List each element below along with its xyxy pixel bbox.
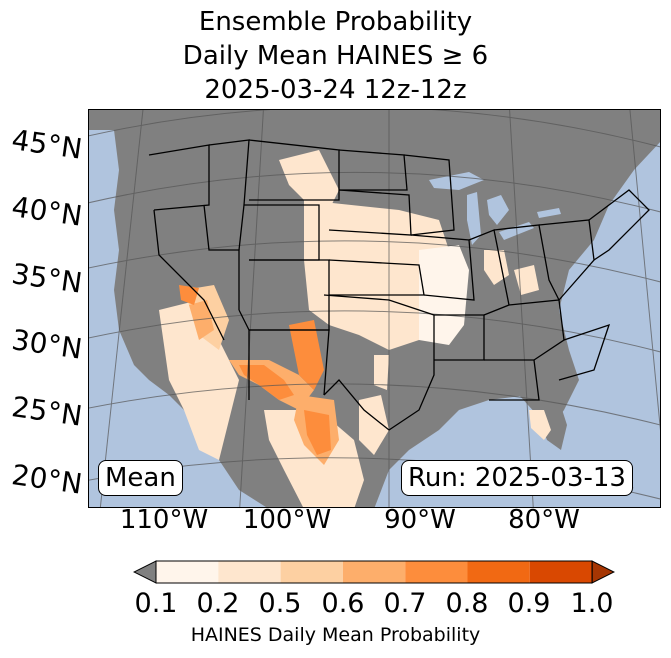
map-canvas [89, 110, 660, 507]
colorbar-segment-1 [218, 561, 281, 583]
mean-label: Mean [98, 460, 183, 496]
lat-label-40n: 40°N [9, 190, 85, 233]
lat-label-30n: 30°N [9, 323, 85, 366]
colorbar-tick-0: 0.1 [134, 588, 178, 619]
colorbar-segment-4 [405, 561, 468, 583]
colorbar-segment-6 [529, 561, 593, 583]
colorbar-tick-7: 1.0 [570, 588, 614, 619]
colorbar-tick-2: 0.5 [258, 588, 302, 619]
colorbar [133, 560, 615, 584]
lon-label-80w: 80°W [508, 505, 580, 535]
title-line-3: 2025-03-24 12z-12z [204, 75, 467, 105]
lat-label-20n: 20°N [9, 458, 85, 501]
probability-map [88, 109, 661, 508]
colorbar-segment-5 [467, 561, 530, 583]
lat-label-25n: 25°N [9, 390, 85, 433]
colorbar-frame [155, 560, 593, 584]
colorbar-tick-6: 0.9 [507, 588, 551, 619]
colorbar-under-arrow [133, 560, 157, 584]
colorbar-tick-4: 0.7 [383, 588, 427, 619]
run-date-label: Run: 2025-03-13 [401, 460, 633, 496]
colorbar-segment-3 [342, 561, 406, 583]
colorbar-over-arrow [591, 560, 615, 584]
title-line-2: Daily Mean HAINES ≥ 6 [182, 41, 489, 71]
lon-label-90w: 90°W [384, 505, 456, 535]
title-line-1: Ensemble Probability [198, 7, 473, 37]
colorbar-label: HAINES Daily Mean Probability [190, 624, 481, 646]
probability-regions [159, 150, 551, 507]
colorbar-segment-0 [156, 561, 219, 583]
colorbar-segment-2 [280, 561, 343, 583]
colorbar-tick-1: 0.2 [196, 588, 240, 619]
colorbar-tick-5: 0.8 [445, 588, 489, 619]
lon-label-100w: 100°W [242, 505, 332, 535]
state-borders [148, 139, 650, 431]
lon-label-110w: 110°W [119, 505, 209, 535]
lat-label-35n: 35°N [9, 257, 85, 300]
colorbar-tick-3: 0.6 [321, 588, 365, 619]
lat-label-45n: 45°N [9, 123, 85, 166]
